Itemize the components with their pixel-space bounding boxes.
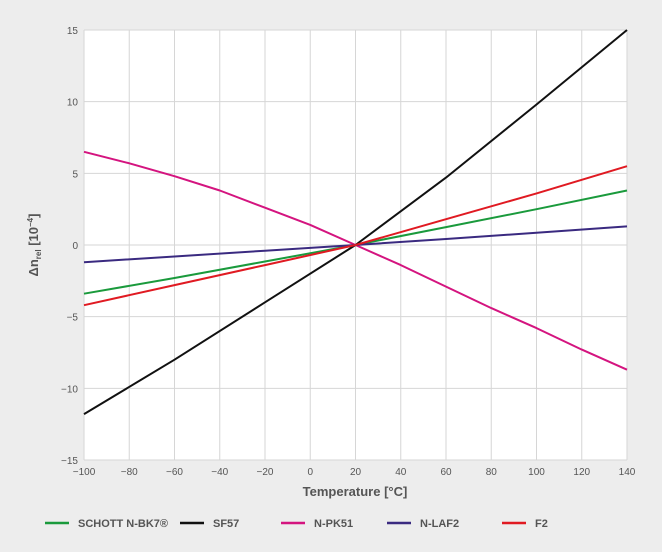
legend-label: SF57 (213, 518, 239, 530)
y-tick-label: 15 (67, 26, 79, 37)
x-tick-label: 120 (573, 467, 590, 478)
y-axis-title-unit: [10 (26, 227, 41, 249)
legend-item-n-laf2: N-LAF2 (387, 518, 459, 530)
x-tick-label: 40 (395, 467, 407, 478)
legend-item-sf57: SF57 (180, 518, 239, 530)
legend-item-n-pk51: N-PK51 (281, 518, 353, 530)
legend-label: N-LAF2 (420, 518, 459, 530)
x-tick-label: 140 (619, 467, 636, 478)
legend-label: SCHOTT N-BK7® (78, 518, 168, 530)
y-tick-label: −5 (67, 313, 79, 324)
x-tick-label: 80 (486, 467, 498, 478)
y-tick-labels: −15 −10 −5 0 5 10 15 (61, 26, 78, 467)
y-tick-label: 0 (72, 241, 78, 252)
legend-item-schott-n-bk7: SCHOTT N-BK7® (45, 518, 168, 530)
legend-label: F2 (535, 518, 548, 530)
y-tick-label: 5 (72, 169, 78, 180)
x-tick-label: −60 (166, 467, 183, 478)
y-tick-label: −15 (61, 456, 78, 467)
y-axis-title-subscript: rel (34, 249, 43, 259)
series-line-f2 (83, 165, 628, 307)
x-tick-label: −40 (211, 467, 228, 478)
legend-label: N-PK51 (314, 518, 353, 530)
x-tick-label: −80 (121, 467, 138, 478)
y-axis-title-superscript: −4 (26, 217, 35, 227)
x-tick-labels: −100 −80 −60 −40 −20 0 20 40 60 80 100 120 140 (73, 467, 636, 478)
y-axis-title-close: ] (26, 214, 41, 218)
x-tick-label: 0 (307, 467, 313, 478)
y-tick-label: 10 (67, 98, 79, 109)
x-tick-label: −100 (73, 467, 96, 478)
series-layer (83, 29, 628, 415)
y-axis-title: Δnrel [10−4] (26, 214, 43, 277)
x-tick-label: 20 (350, 467, 362, 478)
y-axis-title-base: Δn (26, 259, 41, 276)
x-tick-label: 60 (440, 467, 452, 478)
legend-item-f2: F2 (502, 518, 548, 530)
y-tick-label: −10 (61, 384, 78, 395)
x-tick-label: −20 (257, 467, 274, 478)
x-axis-title: Temperature [°C] (303, 484, 408, 499)
x-tick-label: 100 (528, 467, 545, 478)
legend: SCHOTT N-BK7® SF57 N-PK51 N-LAF2 F2 (45, 518, 548, 530)
